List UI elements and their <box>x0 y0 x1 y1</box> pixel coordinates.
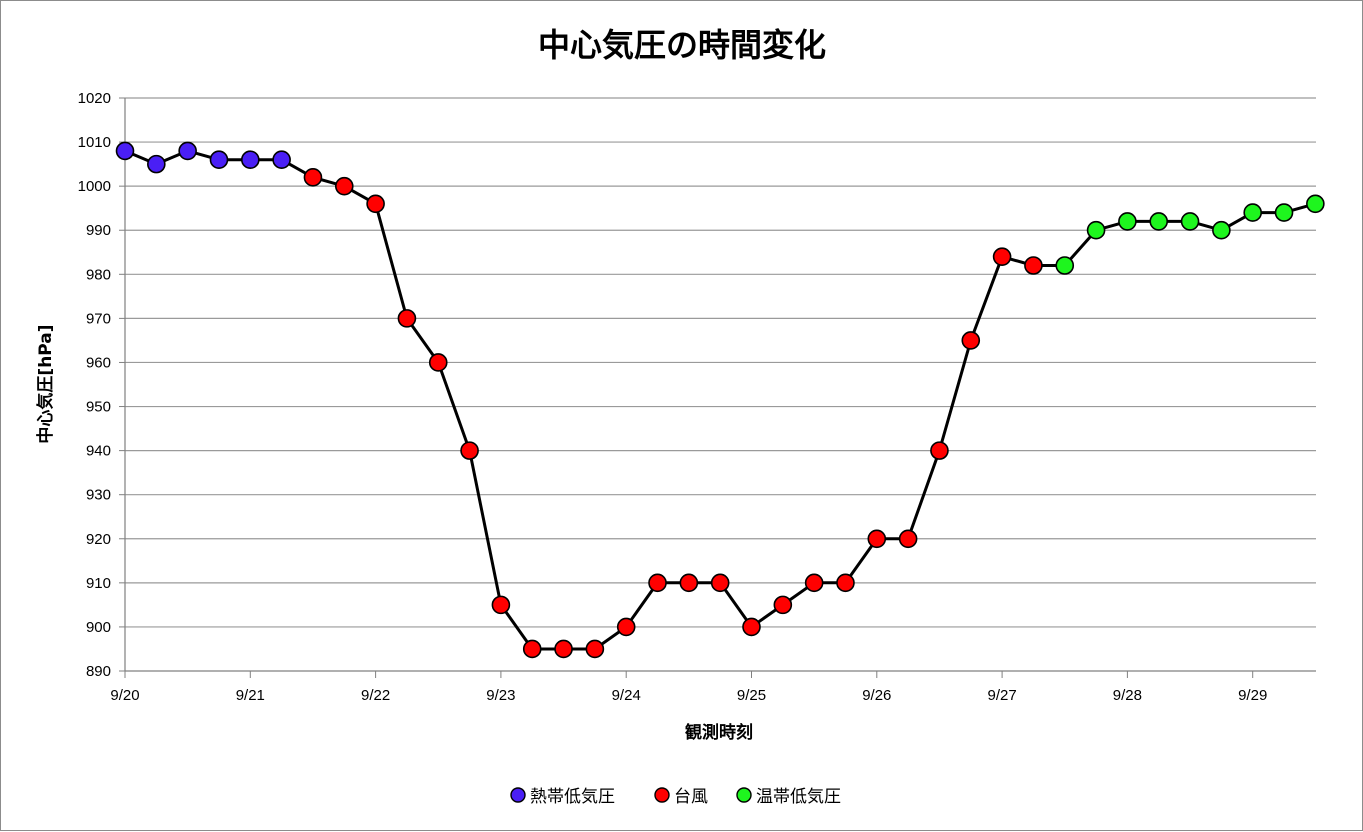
data-point-series-1 <box>742 617 761 637</box>
data-point-series-1 <box>836 573 855 593</box>
data-point-series-1 <box>710 573 730 593</box>
data-point-series-1 <box>930 441 949 460</box>
chart-title: 中心気圧の時間変化 <box>538 26 826 64</box>
data-point-series-1 <box>773 595 793 615</box>
y-tick-label: 980 <box>86 266 111 283</box>
data-point-series-2 <box>1180 212 1200 231</box>
data-point-series-1 <box>460 441 479 460</box>
y-tick-label: 930 <box>86 487 111 504</box>
data-point-series-1 <box>491 595 511 615</box>
y-tick-label: 1010 <box>78 134 111 151</box>
x-tick-label: 9/23 <box>486 687 515 704</box>
y-tick-label: 900 <box>86 619 111 636</box>
legend-label: 台風 <box>674 787 708 807</box>
data-point-series-1 <box>648 573 667 593</box>
data-point-series-1 <box>397 309 417 328</box>
data-point-series-1 <box>366 194 385 214</box>
data-point-series-1 <box>334 176 354 196</box>
y-tick-label: 950 <box>86 399 111 416</box>
gridlines <box>119 97 1316 672</box>
y-tick-label: 970 <box>86 310 111 327</box>
data-point-series-1 <box>961 331 981 350</box>
data-point-series-2 <box>1055 256 1075 275</box>
y-tick-label: 990 <box>86 222 111 239</box>
data-point-series-2 <box>1306 194 1325 214</box>
data-point-series-1 <box>1024 256 1043 275</box>
y-axis-label: 中心気圧[hPa] <box>35 324 56 443</box>
data-point-series-0 <box>178 141 197 161</box>
legend: 熱帯低気圧 台風 温帯低気圧 <box>510 787 841 807</box>
x-tick-labels: 9/20 9/21 9/22 9/23 9/24 9/25 9/26 9/27 9/28 9/29 <box>110 687 1267 704</box>
data-point-series-1 <box>428 353 448 372</box>
y-tick-label: 1000 <box>78 178 111 195</box>
x-tick-label: 9/24 <box>612 687 641 704</box>
y-tick-label: 1020 <box>78 90 111 107</box>
data-point-series-2 <box>1086 220 1106 240</box>
x-tick-label: 9/20 <box>110 687 139 704</box>
x-tick-label: 9/27 <box>987 687 1016 704</box>
data-point-series-0 <box>272 150 291 170</box>
data-point-series-1 <box>992 247 1012 266</box>
data-point-series-1 <box>554 639 573 659</box>
data-point-series-1 <box>522 639 542 659</box>
y-tick-labels: 890 900 910 920 930 940 950 960 970 980 990 1000 101… <box>78 90 111 680</box>
legend-label: 温帯低気圧 <box>756 787 841 807</box>
y-tick-label: 910 <box>86 575 111 592</box>
legend-marker <box>654 787 670 803</box>
data-point-series-0 <box>241 150 260 170</box>
legend-marker <box>510 787 526 803</box>
data-point-series-0 <box>209 150 229 170</box>
x-tick-label: 9/25 <box>737 687 766 704</box>
data-point-series-1 <box>804 573 824 593</box>
data-point-series-0 <box>147 154 166 174</box>
data-point-series-1 <box>898 529 918 549</box>
y-tick-label: 890 <box>86 663 111 680</box>
x-tick-label: 9/26 <box>862 687 891 704</box>
data-point-series-0 <box>115 141 135 161</box>
legend-label: 熱帯低気圧 <box>530 787 615 807</box>
data-point-series-2 <box>1212 220 1231 240</box>
data-point-series-2 <box>1149 212 1169 231</box>
x-tick-label: 9/29 <box>1238 687 1267 704</box>
data-markers <box>115 141 1325 659</box>
y-tick-label: 920 <box>86 531 111 548</box>
data-point-series-1 <box>867 529 887 549</box>
legend-marker <box>736 787 752 803</box>
data-point-series-1 <box>616 617 636 637</box>
x-axis-label: 観測時刻 <box>685 722 753 743</box>
x-tick-label: 9/28 <box>1113 687 1142 704</box>
data-point-series-2 <box>1274 203 1294 222</box>
data-point-series-2 <box>1118 212 1137 231</box>
y-tick-label: 940 <box>86 443 111 460</box>
data-point-series-2 <box>1243 203 1262 222</box>
data-point-series-1 <box>679 573 699 593</box>
x-tick-label: 9/22 <box>361 687 390 704</box>
y-tick-label: 960 <box>86 354 111 371</box>
data-point-series-1 <box>585 639 605 659</box>
data-point-series-1 <box>303 168 323 187</box>
axes <box>124 98 1316 678</box>
x-tick-label: 9/21 <box>236 687 265 704</box>
